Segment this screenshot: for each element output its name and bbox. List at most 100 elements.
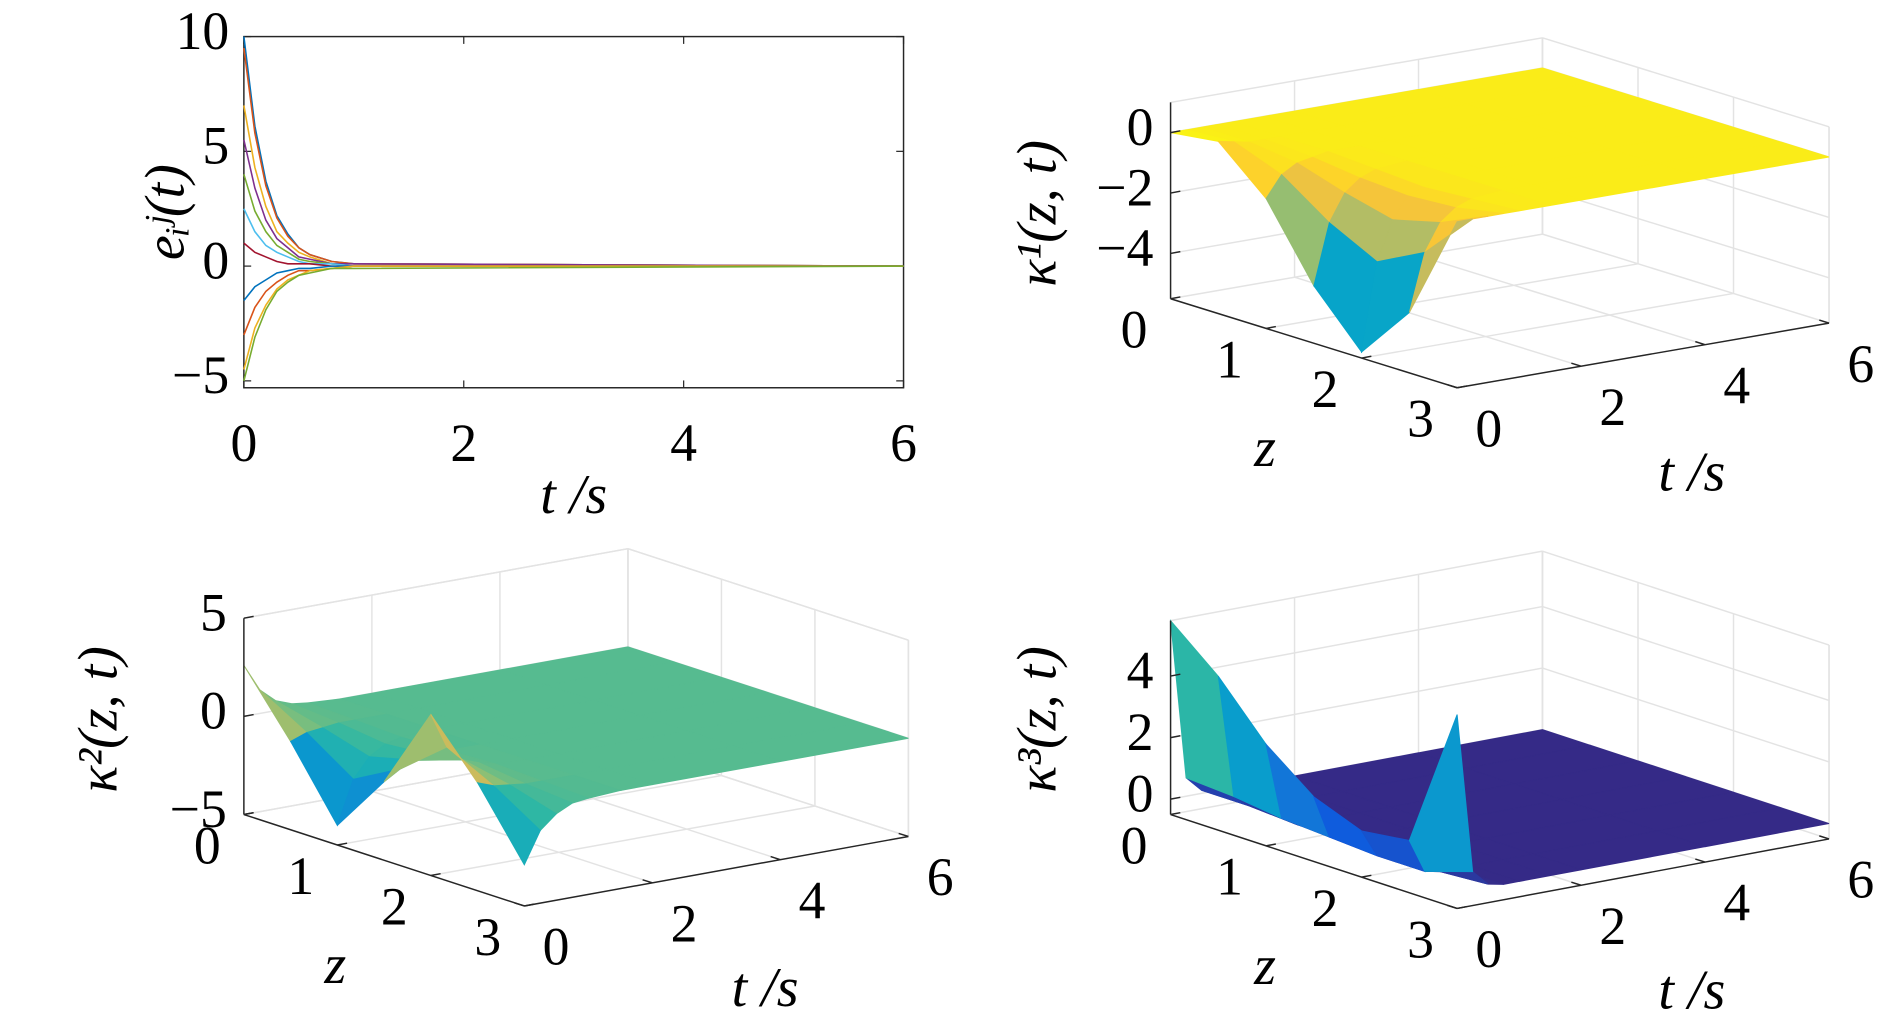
y-axis-label: eᵢʲ(t)	[135, 164, 197, 260]
z-tick-label: 4	[1127, 640, 1154, 700]
grid-line	[1265, 263, 1639, 330]
z-tick	[1170, 130, 1181, 134]
x-tick	[243, 811, 254, 816]
x-tick	[1456, 385, 1468, 389]
x-tick-label: 2	[450, 413, 477, 473]
axis-line	[1456, 838, 1830, 910]
x-tick-label: 0	[230, 413, 257, 473]
y-tick-label: 2	[1599, 896, 1626, 956]
x-tick	[1265, 325, 1276, 330]
x-tick-label: 2	[381, 876, 408, 936]
axis-line	[1170, 813, 1458, 910]
y-tick-label: 0	[1475, 919, 1502, 979]
z-tick	[243, 615, 254, 619]
y-tick	[770, 855, 781, 861]
y-tick-label: 6	[1847, 334, 1874, 394]
z-tick	[243, 713, 254, 718]
z-tick-label: 0	[1127, 97, 1154, 157]
z-axis-label: κ³(z, t)	[1006, 646, 1068, 793]
z-tick-label: 2	[1127, 702, 1154, 762]
y-tick	[1447, 904, 1458, 910]
y-tick	[1695, 340, 1706, 346]
x-tick-label: 0	[194, 815, 221, 875]
y-tick	[1571, 881, 1582, 886]
x-tick-label: 1	[1216, 847, 1243, 907]
z-tick-label: −2	[1096, 157, 1153, 217]
y-axis-label: t /s	[1658, 441, 1725, 503]
y-tick	[1695, 858, 1706, 863]
z-tick-label: −5	[170, 779, 227, 839]
series-line	[243, 265, 904, 370]
x-tick-label: 2	[1312, 359, 1339, 419]
x-tick	[337, 842, 348, 846]
y-tick-label: 2	[671, 893, 698, 953]
y-axis-label: t /s	[732, 957, 799, 1019]
y-tick	[1447, 384, 1458, 389]
series-line	[243, 208, 904, 267]
axes-box	[243, 35, 905, 389]
series-line	[243, 47, 904, 267]
y-tick-label: 10	[176, 1, 230, 61]
box-edge	[243, 547, 629, 619]
z-tick-label: 0	[200, 681, 227, 741]
x-tick-label: 2	[1312, 878, 1339, 938]
z-tick	[1170, 796, 1181, 800]
x-tick-label: 1	[1216, 329, 1243, 389]
series-line	[243, 139, 904, 267]
z-tick	[1170, 673, 1181, 677]
y-tick-label: 6	[1847, 850, 1874, 910]
box-edge	[1170, 550, 1543, 622]
y-tick	[1819, 319, 1830, 324]
grid-line	[1542, 667, 1830, 763]
axis-line	[1457, 322, 1830, 389]
y-tick	[642, 879, 653, 884]
z-tick	[1170, 250, 1181, 255]
surface-patch	[476, 782, 541, 866]
x-tick	[1170, 296, 1181, 300]
x-tick	[524, 903, 535, 907]
x-tick-label: 3	[474, 907, 501, 967]
box-edge	[1170, 37, 1543, 104]
grid-line	[1542, 605, 1830, 702]
series-line	[243, 265, 904, 302]
box-edge	[1542, 37, 1830, 128]
grid-line	[1418, 254, 1706, 346]
x-axis-label: z	[323, 934, 346, 996]
box-edge	[1542, 550, 1830, 646]
box-edge	[627, 548, 909, 641]
x-tick-label: 6	[890, 413, 917, 473]
z-tick	[1170, 190, 1181, 194]
y-tick-label: 4	[1723, 873, 1750, 933]
x-tick-label: 3	[1407, 389, 1434, 449]
x-tick	[1361, 355, 1372, 359]
y-axis-label: t /s	[1658, 959, 1725, 1019]
x-axis-label: z	[1253, 935, 1276, 997]
y-tick	[1571, 362, 1582, 367]
x-tick	[1170, 811, 1181, 816]
y-tick-label: 2	[1599, 377, 1626, 437]
surface-patch	[1408, 218, 1473, 313]
x-axis-label: t /s	[540, 464, 607, 526]
z-axis-label: κ²(z, t)	[68, 646, 130, 793]
x-tick	[1361, 874, 1372, 878]
grid-line	[1170, 605, 1543, 677]
grid-line	[1542, 233, 1830, 324]
series-line	[243, 265, 904, 382]
x-axis-label: z	[1253, 417, 1276, 479]
x-tick-label: 4	[670, 413, 697, 473]
x-tick	[1265, 843, 1276, 847]
surface-patch	[1408, 714, 1474, 873]
y-tick-label: 0	[543, 917, 570, 977]
z-tick-label: 0	[1127, 763, 1154, 823]
y-tick-label: −5	[172, 345, 229, 405]
z-tick-label: 5	[200, 583, 227, 643]
y-tick	[514, 902, 525, 907]
y-tick-label: 4	[1723, 355, 1750, 415]
grid-line	[1361, 292, 1734, 359]
x-tick-label: 0	[1121, 300, 1148, 360]
axis-line	[524, 835, 909, 907]
z-axis-label: κ¹(z, t)	[1006, 140, 1068, 287]
y-tick	[1819, 835, 1830, 840]
